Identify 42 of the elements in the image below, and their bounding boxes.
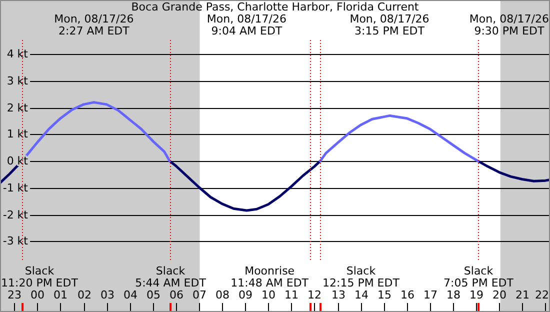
ref-line-label: Slack 5:44 AM EDT [135,264,206,290]
y-tick-label: 4 kt [6,47,29,60]
x-tick-label: 10 [262,288,276,302]
x-tick-label: 23 [8,288,22,302]
y-tick-label: -1 kt [2,181,29,194]
x-tick-label: 05 [146,288,160,302]
x-tick-label: 17 [424,288,438,302]
x-tick-label: 20 [492,288,506,302]
annotation: Mon, 08/17/26 2:27 AM EDT [54,12,134,38]
y-tick-label: 0 kt [6,154,29,168]
chart-title: Boca Grande Pass, Charlotte Harbor, Florida Current [131,0,420,14]
x-tick-label: 02 [78,288,92,302]
ref-line-label: Slack 11:20 PM EDT [0,264,78,290]
x-tick-label: 00 [30,288,44,302]
x-tick-label: 13 [332,288,346,302]
y-tick-label: 3 kt [6,74,29,88]
annotation: Mon, 08/17/26 9:30 PM EDT [469,12,549,38]
x-tick-label: 01 [54,288,68,302]
x-tick-label: 08 [216,288,230,302]
x-tick-label: 21 [516,288,530,302]
x-tick-label: 14 [354,288,368,302]
x-tick-label: 09 [238,288,252,302]
x-tick-label: 12 [308,288,322,302]
x-tick-label: 15 [378,288,392,302]
x-tick-label: 07 [192,288,206,302]
x-tick-label: 19 [470,288,484,302]
y-tick-label: -2 kt [2,208,29,222]
ref-line-label: Moonrise 11:48 AM EDT [230,264,309,290]
x-tick-label: 22 [535,288,549,302]
annotation: Mon, 08/17/26 3:15 PM EDT [350,12,430,38]
x-tick-label: 03 [100,288,114,302]
x-tick-label: 11 [284,288,298,302]
y-tick-label: 1 kt [6,127,29,140]
y-tick-label: -3 kt [2,234,29,248]
ref-line-label: Slack 7:05 PM EDT [444,264,514,290]
annotation: Mon, 08/17/26 9:04 AM EDT [206,12,287,38]
y-tick-label: 2 kt [6,101,29,114]
x-tick-label: 04 [124,288,138,302]
ref-line-label: Slack 12:15 PM EDT [322,264,400,290]
x-tick-label: 06 [170,288,184,302]
x-tick-label: 16 [400,288,414,302]
x-tick-label: 18 [446,288,460,302]
